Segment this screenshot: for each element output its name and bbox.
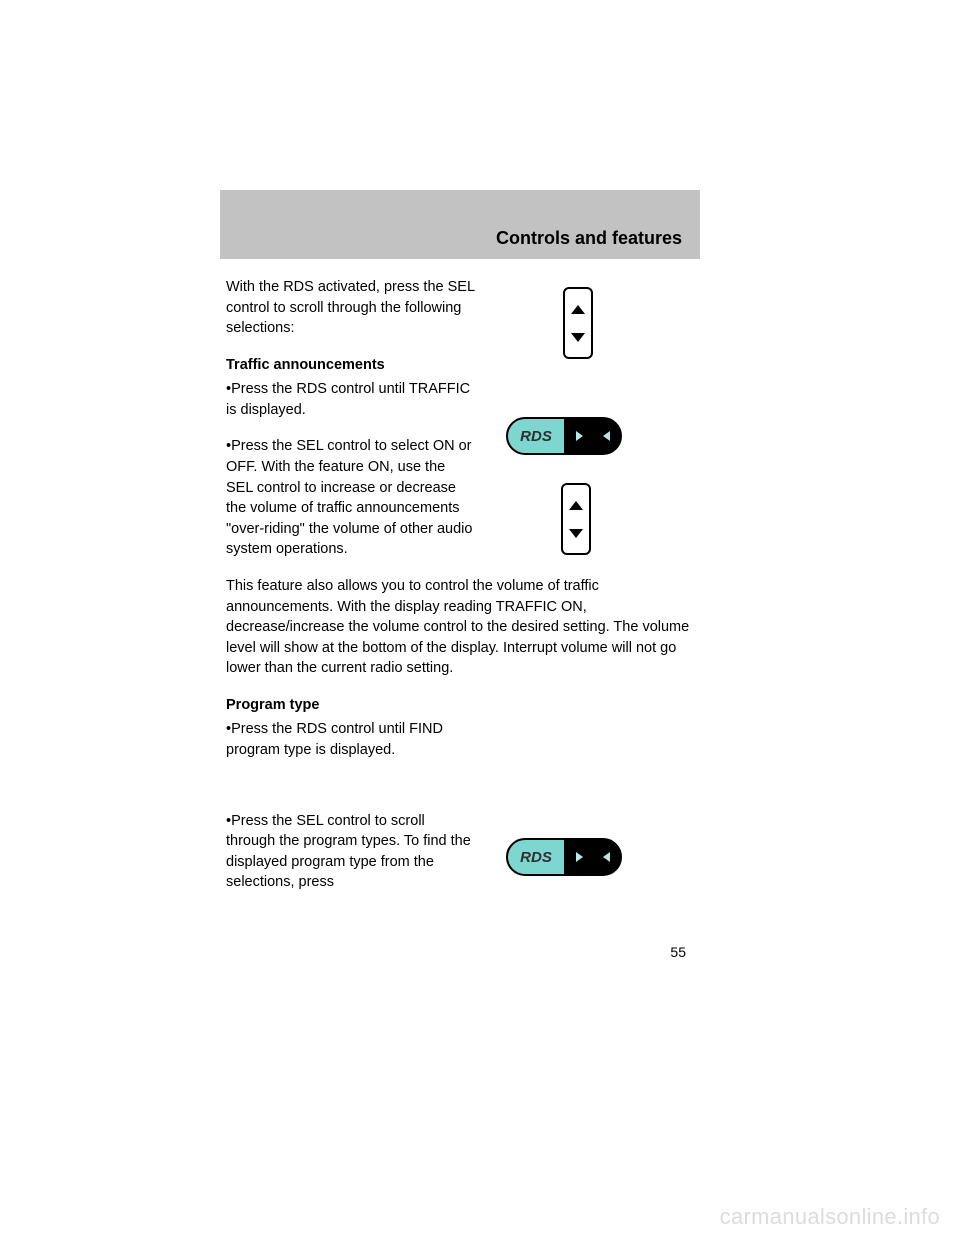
subheading-program-type: Program type (226, 695, 694, 716)
arrow-left-icon (603, 852, 610, 862)
chevron-up-icon (569, 501, 583, 510)
paragraph: •Press the RDS control until FIND progra… (226, 719, 476, 760)
page-number: 55 (226, 943, 694, 963)
paragraph: •Press the SEL control to select ON or O… (226, 436, 476, 559)
paragraph: •Press the SEL control to scroll through… (226, 811, 476, 893)
chevron-up-icon (571, 305, 585, 314)
paragraph: •Press the RDS control until TRAFFIC is … (226, 379, 476, 420)
rds-button: RDS (506, 417, 622, 455)
sel-updown-control (563, 287, 593, 359)
manual-page: Controls and features With the RDS activ… (220, 190, 700, 963)
arrow-left-icon (603, 431, 610, 441)
paragraph: With the RDS activated, press the SEL co… (226, 277, 476, 339)
arrow-right-icon (576, 431, 583, 441)
subheading-traffic: Traffic announcements (226, 355, 694, 376)
chevron-down-icon (571, 333, 585, 342)
arrow-right-icon (576, 852, 583, 862)
body-text: With the RDS activated, press the SEL co… (220, 277, 700, 963)
watermark: carmanualsonline.info (720, 1204, 940, 1230)
rds-label: RDS (508, 419, 566, 453)
chevron-down-icon (569, 529, 583, 538)
section-header: Controls and features (220, 190, 700, 259)
paragraph: This feature also allows you to control … (226, 576, 694, 679)
sel-updown-control (561, 483, 591, 555)
section-title: Controls and features (496, 228, 682, 248)
rds-label: RDS (508, 840, 566, 874)
rds-button: RDS (506, 838, 622, 876)
